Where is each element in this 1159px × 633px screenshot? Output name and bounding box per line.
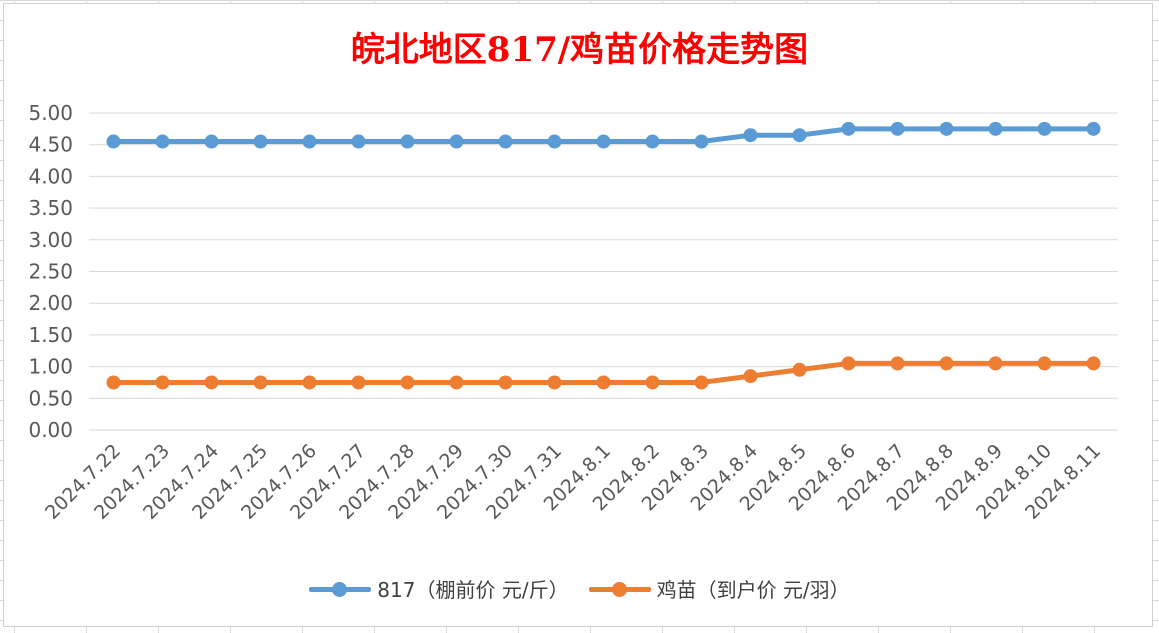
y-tick-label: 3.50	[28, 196, 73, 220]
legend-item-817[interactable]: 817（棚前价 元/斤）	[309, 574, 569, 603]
data-point-0	[106, 134, 121, 149]
legend-item-chick[interactable]: 鸡苗（到户价 元/羽）	[588, 574, 850, 603]
y-tick-label: 0.50	[28, 386, 73, 410]
data-point-0	[351, 134, 366, 149]
y-tick-label: 4.50	[28, 133, 73, 157]
data-point-1	[596, 375, 611, 390]
data-point-0	[253, 134, 268, 149]
legend-label-chick: 鸡苗（到户价 元/羽）	[656, 578, 850, 602]
y-tick-label: 3.00	[28, 228, 73, 252]
legend-label-817: 817（棚前价 元/斤）	[377, 578, 569, 602]
y-tick-label: 1.50	[28, 323, 73, 347]
data-point-0	[1086, 121, 1101, 136]
data-point-1	[498, 375, 513, 390]
data-point-1	[155, 375, 170, 390]
legend-swatch-817	[309, 581, 372, 597]
data-point-1	[253, 375, 268, 390]
chart-area[interactable]	[3, 3, 1153, 627]
data-point-1	[939, 356, 954, 371]
data-point-1	[694, 375, 709, 390]
data-point-1	[302, 375, 317, 390]
data-point-1	[645, 375, 660, 390]
data-point-1	[449, 375, 464, 390]
legend-swatch-chick	[588, 581, 651, 597]
data-point-0	[547, 134, 562, 149]
data-point-1	[1086, 356, 1101, 371]
y-tick-label: 2.50	[28, 260, 73, 284]
y-tick-label: 0.00	[28, 418, 73, 442]
data-point-1	[106, 375, 121, 390]
y-tick-label: 4.00	[28, 164, 73, 188]
data-point-0	[841, 121, 856, 136]
data-point-0	[890, 121, 905, 136]
data-point-0	[939, 121, 954, 136]
data-point-0	[449, 134, 464, 149]
data-point-1	[400, 375, 415, 390]
data-point-1	[204, 375, 219, 390]
data-point-1	[841, 356, 856, 371]
data-point-0	[645, 134, 660, 149]
data-point-0	[400, 134, 415, 149]
data-point-0	[1037, 121, 1052, 136]
data-point-0	[792, 128, 807, 143]
data-point-1	[743, 369, 758, 384]
data-point-1	[988, 356, 1003, 371]
y-tick-label: 5.00	[28, 101, 73, 125]
data-point-0	[302, 134, 317, 149]
data-point-0	[596, 134, 611, 149]
data-point-0	[498, 134, 513, 149]
data-point-1	[547, 375, 562, 390]
y-tick-label: 1.00	[28, 355, 73, 379]
data-point-0	[694, 134, 709, 149]
data-point-0	[155, 134, 170, 149]
data-point-0	[204, 134, 219, 149]
legend: 817（棚前价 元/斤） 鸡苗（到户价 元/羽）	[0, 574, 1159, 603]
data-point-0	[743, 128, 758, 143]
data-point-1	[351, 375, 366, 390]
data-point-1	[890, 356, 905, 371]
y-tick-label: 2.00	[28, 291, 73, 315]
data-point-1	[792, 362, 807, 377]
data-point-1	[1037, 356, 1052, 371]
chart-title: 皖北地区817/鸡苗价格走势图	[350, 30, 809, 70]
data-point-0	[988, 121, 1003, 136]
